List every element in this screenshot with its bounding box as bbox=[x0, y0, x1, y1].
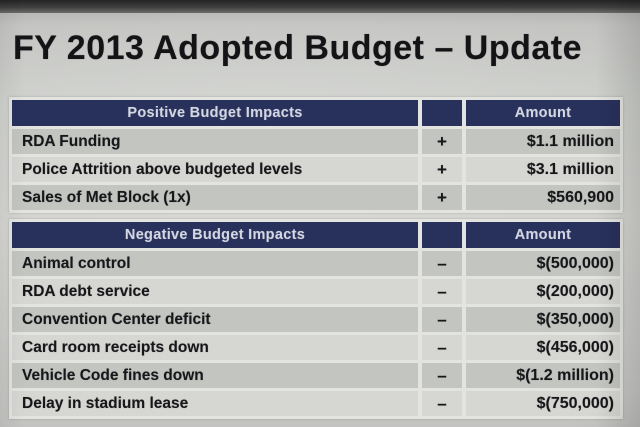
table-row-met-block-sale: Sales of Met Block (1x) + $560,900 bbox=[12, 185, 620, 210]
impact-sign: + bbox=[422, 157, 462, 182]
negative-table-rows: Animal control – $(500,000) RDA debt ser… bbox=[12, 251, 620, 416]
impact-amount: $3.1 million bbox=[466, 157, 620, 182]
impact-amount: $560,900 bbox=[466, 185, 620, 210]
table-row-rda-funding: RDA Funding + $1.1 million bbox=[12, 129, 620, 154]
positive-table-header-row: Positive Budget Impacts Amount bbox=[12, 100, 620, 126]
negative-impacts-table: Negative Budget Impacts Amount Animal co… bbox=[9, 219, 623, 419]
impact-sign: – bbox=[422, 335, 462, 360]
impact-label: Delay in stadium lease bbox=[12, 391, 418, 416]
table-row-rda-debt-service: RDA debt service – $(200,000) bbox=[12, 279, 620, 304]
impact-amount: $(200,000) bbox=[466, 279, 620, 304]
impact-label: Card room receipts down bbox=[12, 335, 418, 360]
impact-label: Animal control bbox=[12, 251, 418, 276]
positive-header-sign-spacer bbox=[422, 100, 462, 126]
impact-sign: – bbox=[422, 391, 462, 416]
impact-sign: – bbox=[422, 251, 462, 276]
impact-amount: $(1.2 million) bbox=[466, 363, 620, 388]
impact-label: Vehicle Code fines down bbox=[12, 363, 418, 388]
impact-sign: – bbox=[422, 363, 462, 388]
impact-label: RDA Funding bbox=[12, 129, 418, 154]
table-row-card-room: Card room receipts down – $(456,000) bbox=[12, 335, 620, 360]
impact-label: Convention Center deficit bbox=[12, 307, 418, 332]
impact-amount: $(500,000) bbox=[466, 251, 620, 276]
positive-header-label: Positive Budget Impacts bbox=[12, 100, 418, 126]
impact-sign: + bbox=[422, 129, 462, 154]
negative-table-header-row: Negative Budget Impacts Amount bbox=[12, 222, 620, 248]
impact-amount: $(350,000) bbox=[466, 307, 620, 332]
impact-sign: + bbox=[422, 185, 462, 210]
positive-table-rows: RDA Funding + $1.1 million Police Attrit… bbox=[12, 129, 620, 210]
impact-amount: $(456,000) bbox=[466, 335, 620, 360]
impact-amount: $1.1 million bbox=[466, 129, 620, 154]
impact-sign: – bbox=[422, 279, 462, 304]
slide-title: FY 2013 Adopted Budget – Update bbox=[13, 29, 583, 67]
table-row-convention-center: Convention Center deficit – $(350,000) bbox=[12, 307, 620, 332]
impact-label: RDA debt service bbox=[12, 279, 418, 304]
positive-impacts-table: Positive Budget Impacts Amount RDA Fundi… bbox=[9, 97, 623, 213]
negative-header-sign-spacer bbox=[422, 222, 462, 248]
table-row-animal-control: Animal control – $(500,000) bbox=[12, 251, 620, 276]
negative-header-label: Negative Budget Impacts bbox=[12, 222, 418, 248]
impact-label: Police Attrition above budgeted levels bbox=[12, 157, 418, 182]
screen-top-edge bbox=[0, 0, 640, 13]
impact-label: Sales of Met Block (1x) bbox=[12, 185, 418, 210]
impact-sign: – bbox=[422, 307, 462, 332]
table-row-stadium-lease: Delay in stadium lease – $(750,000) bbox=[12, 391, 620, 416]
table-row-vehicle-code-fines: Vehicle Code fines down – $(1.2 million) bbox=[12, 363, 620, 388]
budget-slide: FY 2013 Adopted Budget – Update Positive… bbox=[0, 13, 640, 427]
impact-amount: $(750,000) bbox=[466, 391, 620, 416]
negative-header-amount: Amount bbox=[466, 222, 620, 248]
table-row-police-attrition: Police Attrition above budgeted levels +… bbox=[12, 157, 620, 182]
positive-header-amount: Amount bbox=[466, 100, 620, 126]
